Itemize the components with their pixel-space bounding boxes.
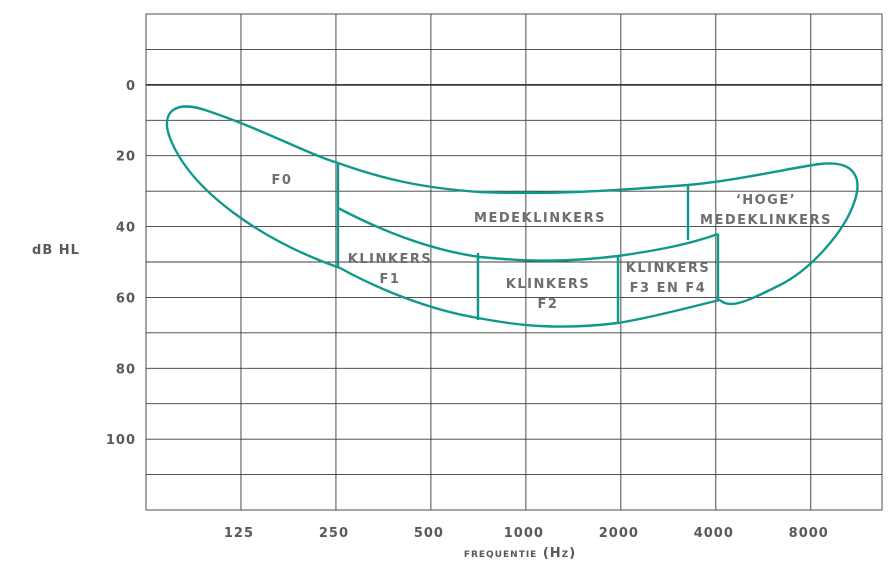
y-tick-label: 60 [116,291,136,306]
speech-banana-regions [165,105,859,328]
x-tick-label: 8000 [789,526,829,541]
grid [145,13,883,511]
y-tick-label: 0 [126,79,136,94]
y-tick-label: 100 [106,433,136,448]
x-tick-labels: 125 250 500 1000 2000 4000 8000 [224,526,829,541]
region-label-line: ‘HOGE’ [736,193,796,208]
y-tick-label: 80 [116,362,136,377]
y-tick-label: 20 [116,150,136,165]
x-tick-label: 500 [414,526,444,541]
y-tick-labels: 0 20 40 60 80 100 [106,79,136,448]
region-label: KLINKERS F3 EN F4 [626,261,710,296]
banana-outline [165,105,859,306]
y-axis-title: dB HL [32,243,80,258]
region-label-line: MEDEKLINKERS [474,211,606,226]
x-tick-label: 125 [224,526,254,541]
region-labels: F0 MEDEKLINKERS ‘HOGE’ MEDEKLINKERS KLINKERS… [272,173,832,312]
region-label: KLINKERS F1 [348,252,432,287]
x-axis-title: frequentie (Hz) [464,546,576,561]
region-label-line: KLINKERS [626,261,710,276]
region-label: F0 [272,173,293,188]
vowel-upper-edge [337,206,719,262]
x-tick-label: 4000 [694,526,734,541]
region-label: ‘HOGE’ MEDEKLINKERS [700,193,832,228]
x-tick-label: 2000 [599,526,639,541]
region-label-line: KLINKERS [348,252,432,267]
region-label: MEDEKLINKERS [474,211,606,226]
x-tick-label: 250 [319,526,349,541]
region-label-line: F1 [380,272,401,287]
region-label-line: MEDEKLINKERS [700,213,832,228]
region-label-line: KLINKERS [506,277,590,292]
region-label-line: F2 [538,297,559,312]
region-label: KLINKERS F2 [506,277,590,312]
region-label-line: F0 [272,173,293,188]
region-label-line: F3 EN F4 [630,281,707,296]
banana-lower-edge [339,266,721,328]
x-tick-label: 1000 [504,526,544,541]
y-tick-label: 40 [116,221,136,236]
